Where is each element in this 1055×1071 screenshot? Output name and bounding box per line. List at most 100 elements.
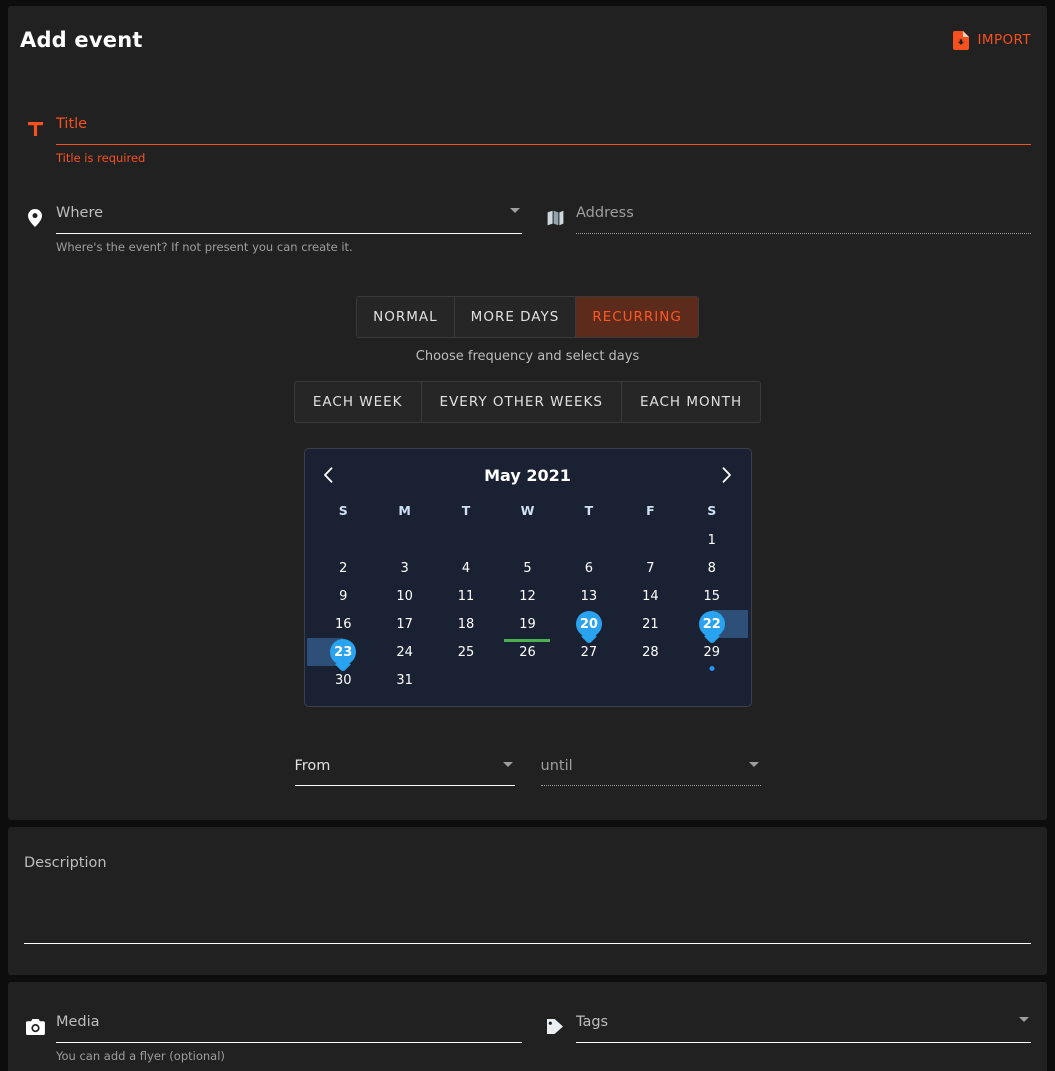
tags-input[interactable]: Tags: [576, 1014, 609, 1030]
calendar-day-cell[interactable]: 11: [435, 582, 496, 610]
calendar-day-number: 20: [579, 616, 598, 632]
calendar-day-cell[interactable]: 25: [435, 638, 496, 666]
chevron-down-icon[interactable]: [748, 762, 759, 767]
calendar-day-cell[interactable]: 31: [374, 666, 435, 694]
calendar-day-number: 16: [334, 616, 352, 632]
calendar-day-cell[interactable]: 22: [681, 610, 749, 638]
media-column: Media You can add a flyer (optional): [24, 1010, 522, 1063]
title-error-message: Title is required: [56, 151, 146, 165]
calendar-day-grid: 1 2 3 4 5 6 7 8 9 10 11 12 13 14 15 16 17 18 19 20 21 22 23 24 2…: [306, 526, 749, 694]
where-field[interactable]: Where: [24, 201, 522, 234]
until-underline: [540, 785, 761, 786]
calendar-day-cell[interactable]: 8: [681, 554, 742, 582]
calendar-day-cell[interactable]: 29: [681, 638, 742, 671]
calendar-day-cell[interactable]: 12: [497, 582, 558, 610]
until-time-input[interactable]: until: [540, 758, 573, 774]
media-input[interactable]: Media: [56, 1014, 100, 1030]
map-folded-icon: [544, 207, 566, 229]
calendar-day-cell[interactable]: 1: [681, 526, 742, 554]
calendar-day-cell[interactable]: 18: [435, 610, 496, 638]
calendar-day-cell[interactable]: 3: [374, 554, 435, 582]
calendar-day-number: 28: [642, 644, 659, 660]
calendar-day-number: 8: [707, 560, 716, 576]
calendar-day-cell[interactable]: 20: [558, 610, 619, 638]
calendar-day-cell[interactable]: 19: [497, 610, 558, 642]
tags-field[interactable]: Tags: [544, 1010, 1031, 1043]
calendar-day-cell[interactable]: 28: [620, 638, 681, 666]
calendar-today-indicator: [504, 639, 551, 642]
from-underline: [294, 785, 515, 786]
from-time-field[interactable]: From: [294, 755, 515, 786]
media-field[interactable]: Media: [24, 1010, 522, 1043]
calendar-day-cell[interactable]: 10: [374, 582, 435, 610]
frequency-every-other-weeks-button[interactable]: EVERY OTHER WEEKS: [421, 382, 622, 422]
calendar-empty-cell: [374, 526, 435, 554]
calendar-selected-pin-icon: [575, 611, 602, 637]
chevron-right-icon[interactable]: [722, 467, 732, 483]
calendar-day-number: 1: [707, 532, 716, 548]
calendar-day-number: 4: [461, 560, 471, 576]
title-text-icon: [24, 118, 46, 140]
chevron-down-icon[interactable]: [510, 208, 520, 213]
calendar-day-number: 7: [646, 560, 655, 576]
calendar-day-cell[interactable]: 21: [620, 610, 681, 638]
calendar-day-number: 15: [703, 588, 721, 604]
calendar-day-cell[interactable]: 2: [313, 554, 374, 582]
calendar-day-cell[interactable]: 6: [558, 554, 619, 582]
description-input[interactable]: Description: [24, 855, 107, 871]
calendar-day-cell[interactable]: 24: [374, 638, 435, 666]
description-card: Description: [8, 827, 1047, 975]
title-field[interactable]: Title: [24, 112, 1031, 145]
calendar-day-number: 9: [339, 588, 348, 604]
calendar-day-cell[interactable]: 30: [313, 666, 374, 694]
title-input[interactable]: Title: [56, 116, 88, 132]
calendar-day-number: 11: [457, 588, 475, 604]
calendar-day-cell[interactable]: 17: [374, 610, 435, 638]
calendar-day-cell[interactable]: 15: [681, 582, 742, 610]
calendar-day-cell[interactable]: 9: [313, 582, 374, 610]
chevron-down-icon[interactable]: [1019, 1017, 1029, 1022]
calendar-day-header: F: [646, 503, 655, 518]
until-time-field[interactable]: until: [540, 755, 761, 786]
calendar-day-header: T: [461, 503, 471, 518]
frequency-toggle-group: EACH WEEK EVERY OTHER WEEKS EACH MONTH: [293, 381, 762, 423]
calendar-day-cell[interactable]: 23: [306, 638, 374, 666]
calendar-day-number: 18: [457, 616, 475, 632]
calendar-day-number: 5: [523, 560, 532, 576]
calendar-day-cell[interactable]: 27: [558, 638, 619, 666]
calendar-day-cell[interactable]: 5: [497, 554, 558, 582]
event-type-recurring-button[interactable]: RECURRING: [576, 297, 698, 337]
media-underline: [56, 1042, 522, 1043]
chevron-down-icon[interactable]: [502, 762, 513, 767]
calendar-empty-cell: [435, 526, 496, 554]
tag-icon: [544, 1016, 566, 1038]
calendar-day-cell[interactable]: 14: [620, 582, 681, 610]
event-type-toggle-group: NORMAL MORE DAYS RECURRING: [356, 296, 699, 338]
calendar-day-number: 30: [334, 672, 352, 688]
calendar-day-cell[interactable]: 4: [435, 554, 496, 582]
location-row: Where Where's the event? If not present …: [8, 165, 1047, 254]
event-type-normal-button[interactable]: NORMAL: [357, 297, 455, 337]
calendar-day-number: 27: [580, 644, 598, 660]
file-import-icon: [951, 29, 973, 51]
frequency-each-month-button[interactable]: EACH MONTH: [621, 382, 761, 422]
calendar-day-number: 3: [400, 560, 409, 576]
address-field[interactable]: Address: [544, 201, 1031, 234]
calendar-day-cell[interactable]: 16: [313, 610, 374, 638]
calendar-day-header: M: [398, 503, 411, 518]
from-time-input[interactable]: From: [294, 758, 331, 774]
address-input[interactable]: Address: [576, 205, 634, 221]
frequency-each-week-button[interactable]: EACH WEEK: [294, 382, 422, 422]
calendar-day-cell[interactable]: 26: [497, 638, 558, 666]
calendar-event-dot: [709, 666, 715, 671]
event-type-more-days-button[interactable]: MORE DAYS: [454, 297, 577, 337]
address-column: Address: [544, 201, 1031, 254]
import-button[interactable]: IMPORT: [951, 29, 1031, 51]
chevron-left-icon[interactable]: [323, 467, 333, 483]
where-input[interactable]: Where: [56, 205, 104, 221]
calendar-day-number: 2: [339, 560, 348, 576]
calendar-day-cell[interactable]: 13: [558, 582, 619, 610]
calendar-day-cell[interactable]: 7: [620, 554, 681, 582]
